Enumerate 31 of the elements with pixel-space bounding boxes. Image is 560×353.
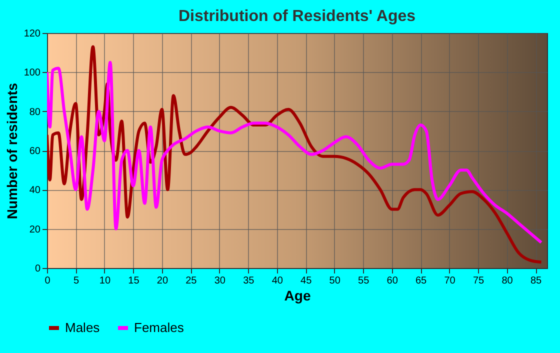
- y-tick-label: 40: [29, 185, 41, 196]
- y-tick-label: 100: [24, 68, 41, 79]
- x-tick-label: 20: [156, 276, 168, 286]
- x-tick-label: 10: [99, 276, 111, 286]
- x-tick-label: 50: [329, 276, 341, 286]
- x-tick-label: 55: [358, 276, 370, 286]
- x-tick-label: 65: [416, 276, 428, 286]
- x-tick-label: 70: [444, 276, 456, 286]
- y-tick-label: 0: [34, 264, 41, 274]
- y-axis-title: Number of residents: [4, 82, 20, 220]
- legend-label: Males: [65, 320, 100, 335]
- x-tick-label: 30: [214, 276, 226, 286]
- x-tick-label: 35: [243, 276, 255, 286]
- x-tick-label: 5: [73, 276, 80, 286]
- y-tick-label: 20: [29, 224, 41, 236]
- x-tick-label: 40: [272, 276, 284, 286]
- chart-title: Distribution of Residents' Ages: [178, 8, 416, 25]
- x-tick-label: 25: [186, 276, 198, 286]
- y-tick-label: 120: [24, 28, 41, 40]
- x-axis-title: Age: [284, 288, 311, 304]
- x-tick-label: 85: [530, 276, 542, 286]
- y-tick-label: 60: [29, 146, 41, 157]
- x-tick-label: 0: [44, 276, 51, 286]
- y-tick-label: 80: [29, 106, 41, 118]
- x-tick-label: 75: [472, 276, 485, 286]
- x-tick-label: 60: [386, 276, 398, 286]
- legend-label: Females: [134, 320, 184, 335]
- x-tick-label: 45: [300, 276, 312, 286]
- x-tick-label: 15: [128, 276, 140, 286]
- x-tick-label: 80: [502, 276, 514, 286]
- line-series: [47, 60, 543, 244]
